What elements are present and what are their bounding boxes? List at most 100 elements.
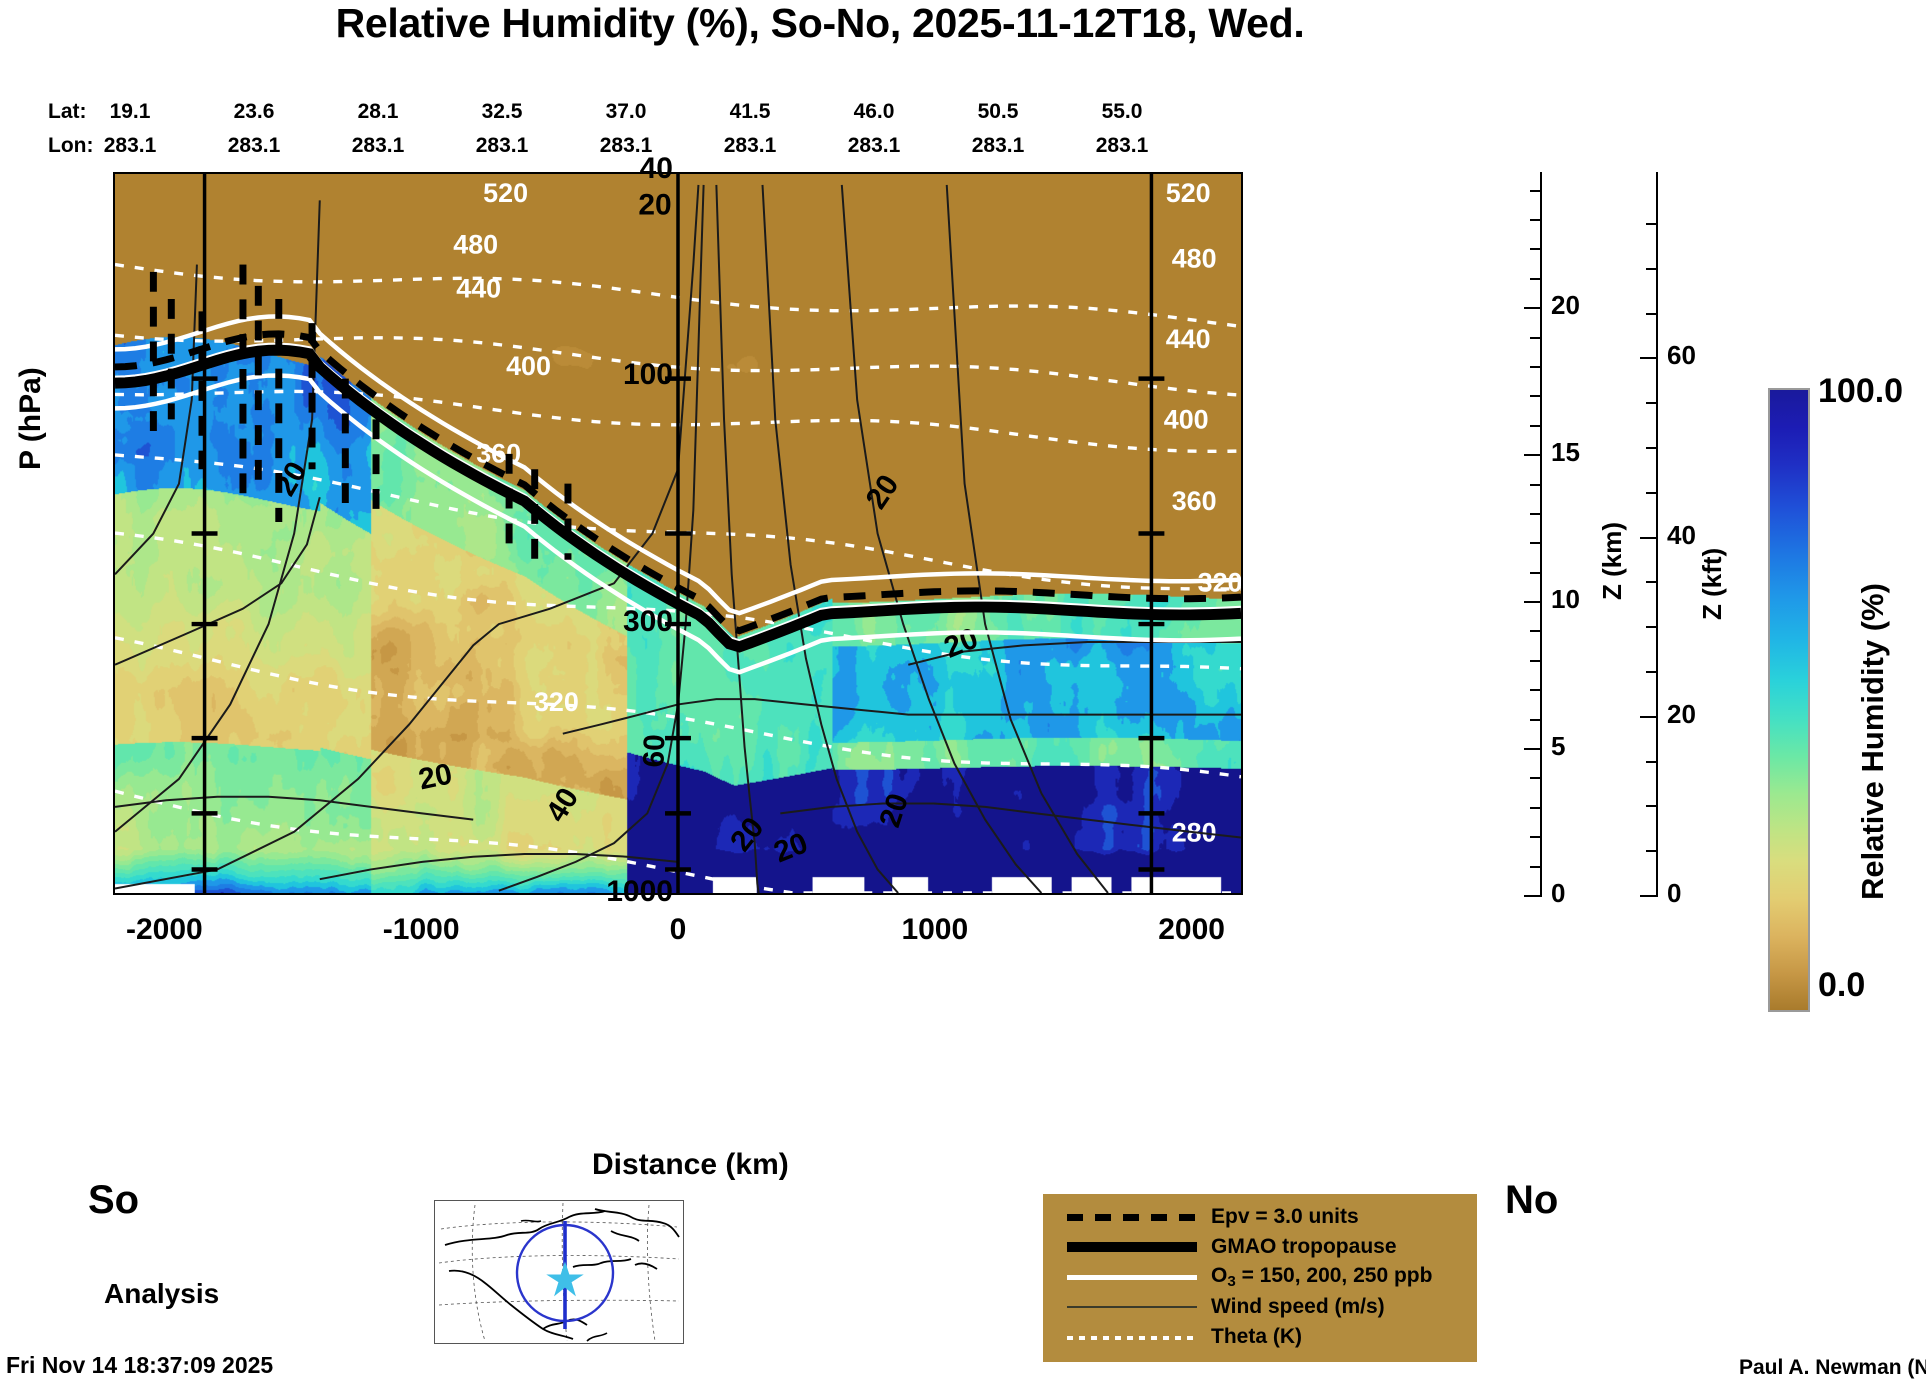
lat-value: 55.0 (1101, 100, 1143, 123)
pressure-tick-label: 300 (622, 604, 673, 638)
legend-item: Epv = 3.0 units (1043, 1202, 1477, 1232)
map-graticule (438, 1255, 680, 1264)
z-km-minor-tick (1530, 777, 1541, 780)
thin-black-line-icon (1067, 1306, 1197, 1308)
theta-contour-label: 400 (1164, 405, 1209, 435)
z-km-tick-label: 0 (1551, 878, 1566, 908)
theta-contour-label: 520 (1166, 178, 1211, 208)
z-km-minor-tick (1530, 248, 1541, 251)
lat-value: 41.5 (729, 100, 771, 123)
legend-item-label: Theta (K) (1211, 1325, 1302, 1348)
wind-contour-label: 20 (860, 469, 906, 515)
wind-contour (115, 795, 474, 821)
z-km-minor-tick (1530, 630, 1541, 633)
z-km-tick-label: 20 (1551, 290, 1580, 321)
lon-value: 283.1 (1095, 134, 1149, 157)
z-km-minor-tick (1530, 659, 1541, 662)
theta-contour-label: 400 (506, 351, 551, 381)
map-graticule (471, 1204, 486, 1342)
z-km-minor-tick (1530, 806, 1541, 809)
z-kft-minor-tick (1646, 267, 1657, 270)
pressure-axis-label: P (hPa) (14, 367, 47, 470)
z-kft-tick (1640, 715, 1658, 718)
z-kft-minor-tick (1646, 402, 1657, 405)
wind-contour-label: 20 (873, 790, 915, 832)
inset-locator-map[interactable] (434, 1200, 684, 1344)
z-km-tick (1524, 307, 1542, 310)
lon-value: 283.1 (971, 134, 1025, 157)
thick-black-line-icon (1067, 1242, 1197, 1252)
z-kft-tick-label: 40 (1667, 519, 1696, 550)
z-km-minor-tick (1530, 865, 1541, 868)
legend-key-thick-black-line (1067, 1237, 1197, 1257)
z-km-tick (1524, 601, 1542, 604)
z-kft-tick-label: 0 (1667, 878, 1682, 908)
legend-key-dashed-black-line (1067, 1207, 1197, 1227)
z-kft-tick-label: 20 (1667, 698, 1696, 729)
wind-contour (780, 802, 1241, 839)
lat-value: 23.6 (233, 100, 275, 123)
wind-contour-label: 20 (724, 811, 771, 857)
legend-subscript: 3 (1227, 1272, 1236, 1290)
wind-contour-label: 20 (769, 826, 812, 869)
z-km-axis-label: Z (km) (1597, 522, 1627, 600)
theta-contour-label: 440 (456, 273, 501, 303)
colorbar-min-label: 0.0 (1818, 966, 1866, 1004)
wind-contour (840, 184, 1043, 893)
legend-item: O3 = 150, 200, 250 ppb (1043, 1262, 1477, 1292)
wind-contour-label: 40 (540, 782, 586, 828)
map-coastline (520, 1219, 542, 1223)
wind-contour (115, 200, 321, 833)
cross-section-plot[interactable]: 280 320 360 400 440 480 520 520 480 440 400 360 320 2… (113, 172, 1243, 895)
map-coastline (572, 1258, 632, 1268)
axis-spine (1540, 172, 1542, 895)
colorbar-max-label: 100.0 (1818, 372, 1904, 410)
white-line-icon (1067, 1275, 1197, 1280)
wind-contour (115, 496, 321, 666)
white-dotted-line-icon (1067, 1336, 1197, 1340)
map-coastline (610, 1230, 640, 1242)
inset-map-graphic (438, 1202, 680, 1342)
theta-contour-label: 480 (1172, 244, 1217, 274)
z-kft-tick (1640, 536, 1658, 539)
z-kft-minor-tick (1646, 312, 1657, 315)
z-km-minor-tick (1530, 336, 1541, 339)
generation-timestamp: Fri Nov 14 18:37:09 2025 (6, 1352, 274, 1378)
pressure-tick-label: 1000 (606, 875, 673, 908)
wind-contour (319, 853, 679, 881)
legend-item-label: Wind speed (m/s) (1211, 1295, 1385, 1318)
z-km-tick (1524, 895, 1542, 897)
map-graticule (647, 1204, 656, 1342)
z-kft-minor-tick (1646, 491, 1657, 494)
z-km-tick-label: 10 (1551, 584, 1580, 615)
legend-key-white-line (1067, 1267, 1197, 1287)
z-kft-axis-label: Z (kft) (1697, 547, 1727, 620)
analysis-label: Analysis (104, 1278, 220, 1309)
latitude-row: Lat: 19.1 23.6 28.1 32.5 37.0 41.5 46.0 50.5 55.0 (0, 100, 1400, 128)
legend-item: GMAO tropopause (1043, 1232, 1477, 1262)
z-km-minor-tick (1530, 277, 1541, 280)
distance-tick-label: 0 (669, 913, 687, 946)
legend-key-white-dotted-line (1067, 1327, 1197, 1347)
map-graticule (440, 1221, 678, 1230)
author-credit: Paul A. Newman (NASA (1739, 1356, 1926, 1379)
z-kft-minor-tick (1646, 805, 1657, 808)
lon-value: 283.1 (599, 134, 653, 157)
page-title: Relative Humidity (%), So-No, 2025-11-12… (335, 0, 1305, 46)
z-kft-minor-tick (1646, 760, 1657, 763)
z-km-minor-tick (1530, 483, 1541, 486)
lat-value: 50.5 (977, 100, 1019, 123)
z-kft-minor-tick (1646, 671, 1657, 674)
z-km-tick (1524, 454, 1542, 457)
lat-value: 28.1 (357, 100, 399, 123)
legend-item-label: O3 = 150, 200, 250 ppb (1211, 1264, 1433, 1290)
lon-value: 283.1 (723, 134, 777, 157)
z-km-tick (1524, 748, 1542, 751)
theta-contour-label: 480 (453, 230, 498, 260)
z-km-minor-tick (1530, 424, 1541, 427)
lon-value: 283.1 (351, 134, 405, 157)
legend-box: Epv = 3.0 units GMAO tropopause O3 = 150, … (1043, 1194, 1477, 1362)
legend-item: Wind speed (m/s) (1043, 1292, 1477, 1322)
lon-value: 283.1 (227, 134, 281, 157)
distance-tick-label: -2000 (125, 913, 203, 946)
